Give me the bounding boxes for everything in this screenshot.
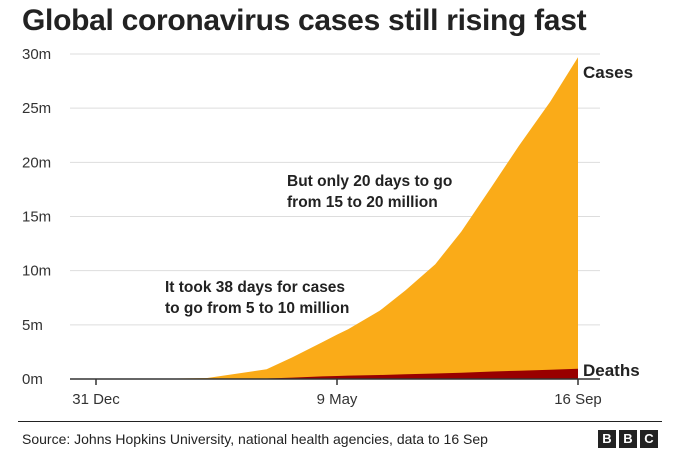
bbc-logo: B B C	[598, 430, 658, 448]
annotation-text: to go from 5 to 10 million	[165, 300, 349, 317]
grid-lines	[70, 53, 600, 326]
y-tick-label: 10m	[22, 263, 51, 280]
logo-letter: B	[619, 430, 637, 448]
y-tick-label: 5m	[22, 317, 43, 334]
logo-letter: C	[640, 430, 658, 448]
x-tick-label: 16 Sep	[554, 391, 602, 408]
annotation-text: But only 20 days to go	[287, 173, 452, 190]
footer-divider	[18, 421, 662, 422]
axes	[70, 378, 600, 385]
source-note: Source: Johns Hopkins University, nation…	[22, 431, 488, 447]
y-tick-label: 25m	[22, 100, 51, 117]
cases-area	[96, 57, 578, 380]
logo-letter: B	[598, 430, 616, 448]
y-tick-label: 20m	[22, 154, 51, 171]
y-tick-label: 0m	[22, 371, 43, 388]
series-areas	[96, 57, 578, 380]
x-tick-label: 31 Dec	[72, 391, 120, 408]
series-label-cases: Cases	[583, 63, 633, 82]
chart-labels: 0m 5m 10m 15m 20m 25m 30m 31 Dec 9 May 16 Sep Case…	[22, 46, 640, 408]
deaths-area	[96, 368, 578, 379]
chart-title: Global coronavirus cases still rising fa…	[22, 4, 587, 37]
y-tick-label: 15m	[22, 209, 51, 226]
x-tick-label: 9 May	[317, 391, 358, 408]
y-tick-label: 30m	[22, 46, 51, 63]
series-label-deaths: Deaths	[583, 361, 640, 380]
annotation-text: It took 38 days for cases	[165, 279, 345, 296]
annotation-text: from 15 to 20 million	[287, 194, 438, 211]
area-chart: 0m 5m 10m 15m 20m 25m 30m 31 Dec 9 May 16 Sep Case…	[22, 46, 640, 408]
